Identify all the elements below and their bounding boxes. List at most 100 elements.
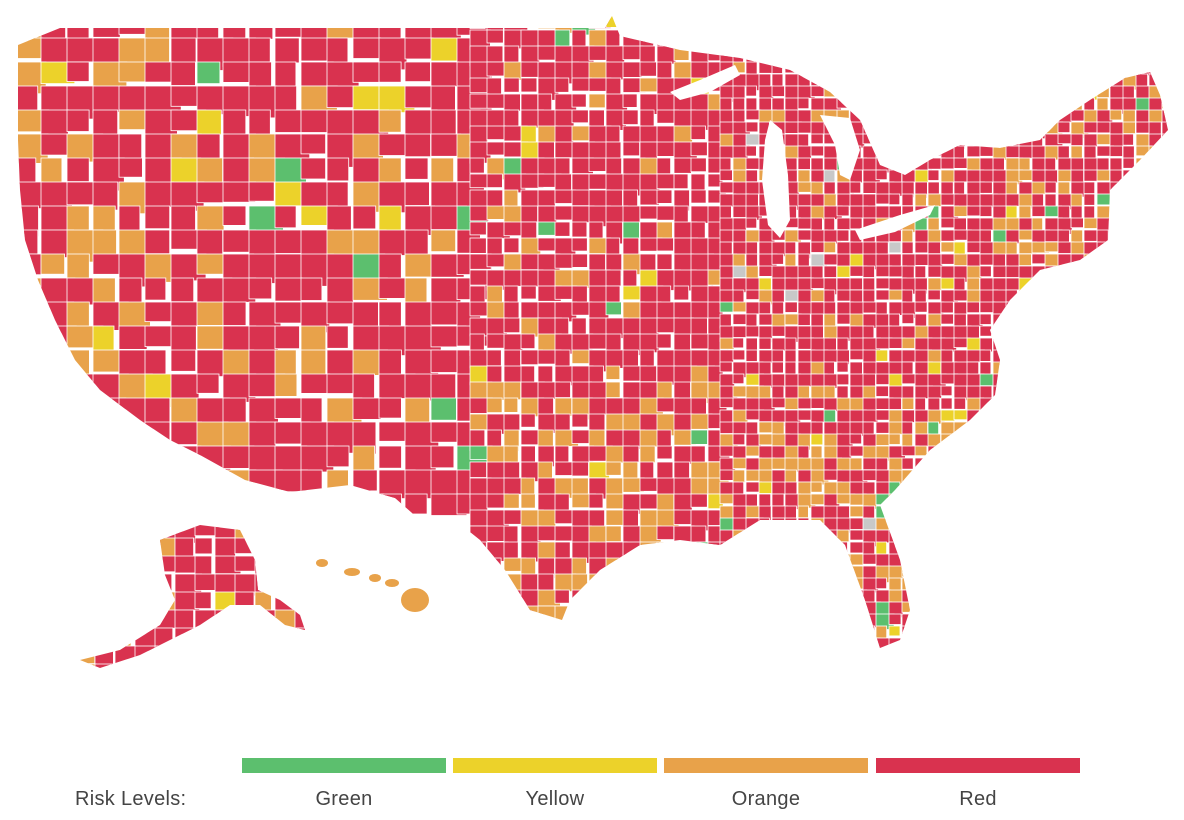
county-cell <box>772 650 789 661</box>
county-cell <box>784 97 799 111</box>
county-cell <box>486 29 504 44</box>
county-cell <box>966 133 985 147</box>
county-cell <box>836 337 849 352</box>
county-cell <box>1005 433 1020 446</box>
county-cell <box>469 509 490 527</box>
county-cell <box>1161 601 1168 619</box>
county-cell <box>1018 517 1033 533</box>
county-cell <box>992 565 1010 577</box>
county-cell <box>784 49 803 64</box>
county-cell <box>784 613 800 630</box>
county-cell <box>222 397 247 427</box>
county-cell <box>1096 505 1114 520</box>
county-cell <box>797 157 811 170</box>
county-cell <box>1161 49 1168 65</box>
county-cell <box>1161 577 1168 595</box>
lake-superior <box>670 65 740 100</box>
county-cell <box>673 45 690 61</box>
county-cell <box>784 361 797 375</box>
county-cell <box>888 49 901 67</box>
county-cell <box>622 109 639 126</box>
county-cell <box>1005 625 1022 640</box>
hawaii-island <box>369 574 381 582</box>
county-cell <box>940 181 954 196</box>
county-cell <box>1161 325 1168 337</box>
county-cell <box>1148 577 1164 593</box>
county-cell <box>901 565 915 578</box>
county-cell <box>588 589 610 604</box>
county-cell <box>1018 469 1031 481</box>
county-cell <box>719 613 736 625</box>
county-cell <box>745 613 758 631</box>
county-cell <box>1018 313 1037 327</box>
county-cell <box>588 45 607 61</box>
county-cell <box>719 277 734 292</box>
county-cell <box>719 16 734 25</box>
county-cell <box>300 133 327 155</box>
county-cell <box>836 373 850 386</box>
county-cell <box>673 541 694 564</box>
county-cell <box>690 125 706 140</box>
county-cell <box>1096 445 1111 463</box>
county-cell <box>1018 61 1034 75</box>
county-cell <box>1148 481 1165 495</box>
county-cell <box>1161 181 1168 194</box>
county-cell <box>1018 97 1036 115</box>
county-cell <box>555 654 572 672</box>
county-cell <box>1148 157 1163 175</box>
county-cell <box>174 663 201 668</box>
county-cell <box>1057 469 1077 482</box>
county-cell <box>771 397 787 409</box>
county-cell <box>640 654 656 674</box>
county-cell <box>194 537 213 555</box>
county-cell <box>940 469 957 485</box>
county-cell <box>823 157 839 172</box>
county-cell <box>979 313 992 325</box>
county-cell <box>758 601 774 615</box>
county-cell <box>1083 289 1102 306</box>
county-cell <box>1122 565 1138 580</box>
county-cell <box>862 109 876 125</box>
county-cell <box>554 205 575 221</box>
county-cell <box>274 493 297 515</box>
county-cell <box>656 253 673 271</box>
county-cell <box>954 650 965 660</box>
county-cell <box>170 325 197 355</box>
county-cell <box>469 461 488 478</box>
county-cell <box>927 421 940 435</box>
county-cell <box>1148 505 1165 521</box>
county-cell <box>1005 301 1024 314</box>
county-cell <box>992 181 1008 195</box>
county-cell <box>1135 421 1153 436</box>
county-cell <box>656 333 672 349</box>
county-cell <box>849 61 862 77</box>
county-cell <box>1161 133 1168 149</box>
county-cell <box>953 457 968 476</box>
county-cell <box>771 301 785 316</box>
county-cell <box>979 529 992 541</box>
county-cell <box>300 181 331 209</box>
county-cell <box>758 265 775 277</box>
county-cell <box>1109 505 1126 521</box>
county-cell <box>1083 373 1098 388</box>
county-cell <box>1161 589 1168 607</box>
county-cell <box>1109 433 1125 451</box>
county-cell <box>554 461 575 476</box>
county-cell <box>784 253 797 268</box>
county-cell <box>214 663 238 668</box>
county-cell <box>875 25 892 43</box>
county-cell <box>745 529 760 546</box>
county-cell <box>785 650 802 660</box>
county-cell <box>469 93 490 109</box>
county-cell <box>1148 637 1163 648</box>
county-cell <box>707 557 724 576</box>
county-cell <box>1044 241 1059 253</box>
county-cell <box>1135 397 1153 415</box>
county-cell <box>888 517 901 534</box>
county-cell <box>810 529 830 544</box>
county-cell <box>520 445 536 463</box>
county-cell <box>1070 133 1084 147</box>
county-cell <box>823 265 838 278</box>
county-cell <box>1148 241 1167 258</box>
county-cell <box>1083 517 1096 532</box>
